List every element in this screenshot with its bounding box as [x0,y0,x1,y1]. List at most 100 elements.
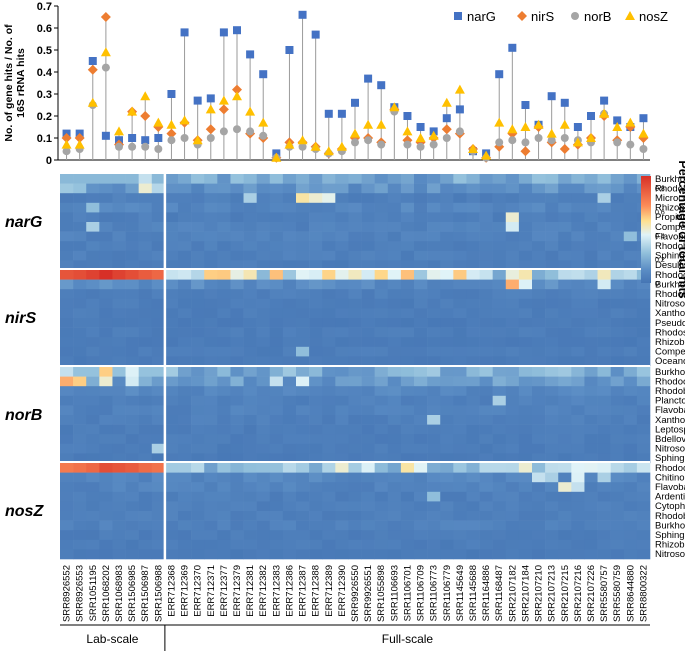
heatmap-cell [296,193,310,204]
heatmap-cell [479,212,493,223]
heatmap-cell [597,289,611,300]
heatmap-cell [545,308,559,319]
heatmap-cell [178,530,192,541]
heatmap-cell [282,463,297,473]
nosZ-point [153,117,164,127]
heatmap-cell [610,270,625,280]
heatmap-cell [414,520,428,531]
heatmap-cell [466,424,480,435]
heatmap-cell [256,549,271,560]
heatmap-cell [414,443,428,454]
heatmap-cell [400,395,415,406]
heatmap-cell [322,202,336,213]
heatmap-cell [492,356,507,367]
heatmap-cell [86,212,100,223]
heatmap-cell [505,453,520,464]
heatmap-cell [73,270,87,280]
heatmap-cell [178,222,192,232]
heatmap-cell [361,318,375,328]
norB-point [206,134,215,142]
heatmap-cell [230,415,244,425]
heatmap-cell [414,511,428,521]
heatmap-cell [492,308,507,319]
heatmap-cell [623,443,638,454]
nosZ-point [546,128,557,138]
heatmap-cell [610,434,625,445]
heatmap-cell [558,415,572,425]
heatmap-cell [414,346,428,357]
heatmap-cell [453,472,467,483]
row-label: Flavobacteriales [655,482,685,493]
heatmap-cell [400,346,415,357]
heatmap-cell [466,453,480,464]
heatmap-cell [558,395,572,406]
heatmap-cell [296,415,310,425]
heatmap-cell [610,202,625,213]
nosZ-point [87,97,98,107]
heatmap-cell [309,549,323,560]
heatmap-cell [479,482,493,493]
heatmap-cell [414,250,428,261]
heatmap-cell [427,386,441,397]
heatmap-cell [138,424,153,435]
heatmap-cell [505,260,520,271]
heatmap-cell [440,346,454,357]
heatmap-cell [204,231,218,242]
heatmap-cell [400,443,415,454]
heatmap-cell [545,434,559,445]
nirS-point [559,144,570,154]
heatmap-cell [610,241,625,252]
heatmap-cell [361,434,375,445]
heatmap-cell [256,337,271,348]
heatmap-cell [112,434,126,445]
heatmap-cell [505,202,520,213]
heatmap-cell [558,183,572,194]
heatmap-cell [374,415,389,425]
heatmap-cell [86,337,100,348]
heatmap-cell [466,250,480,261]
heatmap-cell [282,289,297,300]
heatmap-cell [610,491,625,502]
heatmap-cell [86,270,100,280]
heatmap-cell [282,222,297,232]
heatmap-cell [60,367,74,377]
heatmap-cell [348,318,362,328]
heatmap-cell [571,491,585,502]
heatmap-cell [86,241,100,252]
heatmap-cell [545,520,559,531]
heatmap-cell [309,472,323,483]
sample-label: SRR2107184 [520,565,531,622]
heatmap-cell [296,443,310,454]
heatmap-cell [125,472,139,483]
nosZ-point [415,133,426,142]
heatmap-cell [505,231,520,242]
heatmap-cell [623,308,638,319]
heatmap-cell [348,415,362,425]
heatmap-cell [296,183,310,194]
heatmap-cell [466,491,480,502]
heatmap-cell [597,520,611,531]
heatmap-cell [282,231,297,242]
heatmap-cell [558,250,572,261]
sample-label: ERR712383 [271,565,282,617]
heatmap-cell [112,376,126,387]
nosZ-point [494,117,505,127]
heatmap-cell [60,318,74,328]
heatmap-cell [99,174,113,184]
heatmap-cell [400,298,415,309]
heatmap-cell [479,250,493,261]
heatmap-cell [138,395,153,406]
heatmap-cell [151,279,166,290]
heatmap-cell [256,501,271,512]
heatmap-cell [322,212,336,223]
heatmap-cell [636,472,651,483]
heatmap-cell [584,289,598,300]
heatmap-cell [492,346,507,357]
norB-point [626,140,635,149]
heatmap-cell [505,463,520,473]
heatmap-cell [532,511,546,521]
heatmap-cell [400,231,415,242]
heatmap-cell [191,443,205,454]
heatmap-cell [571,530,585,541]
heatmap-cell [532,424,546,435]
